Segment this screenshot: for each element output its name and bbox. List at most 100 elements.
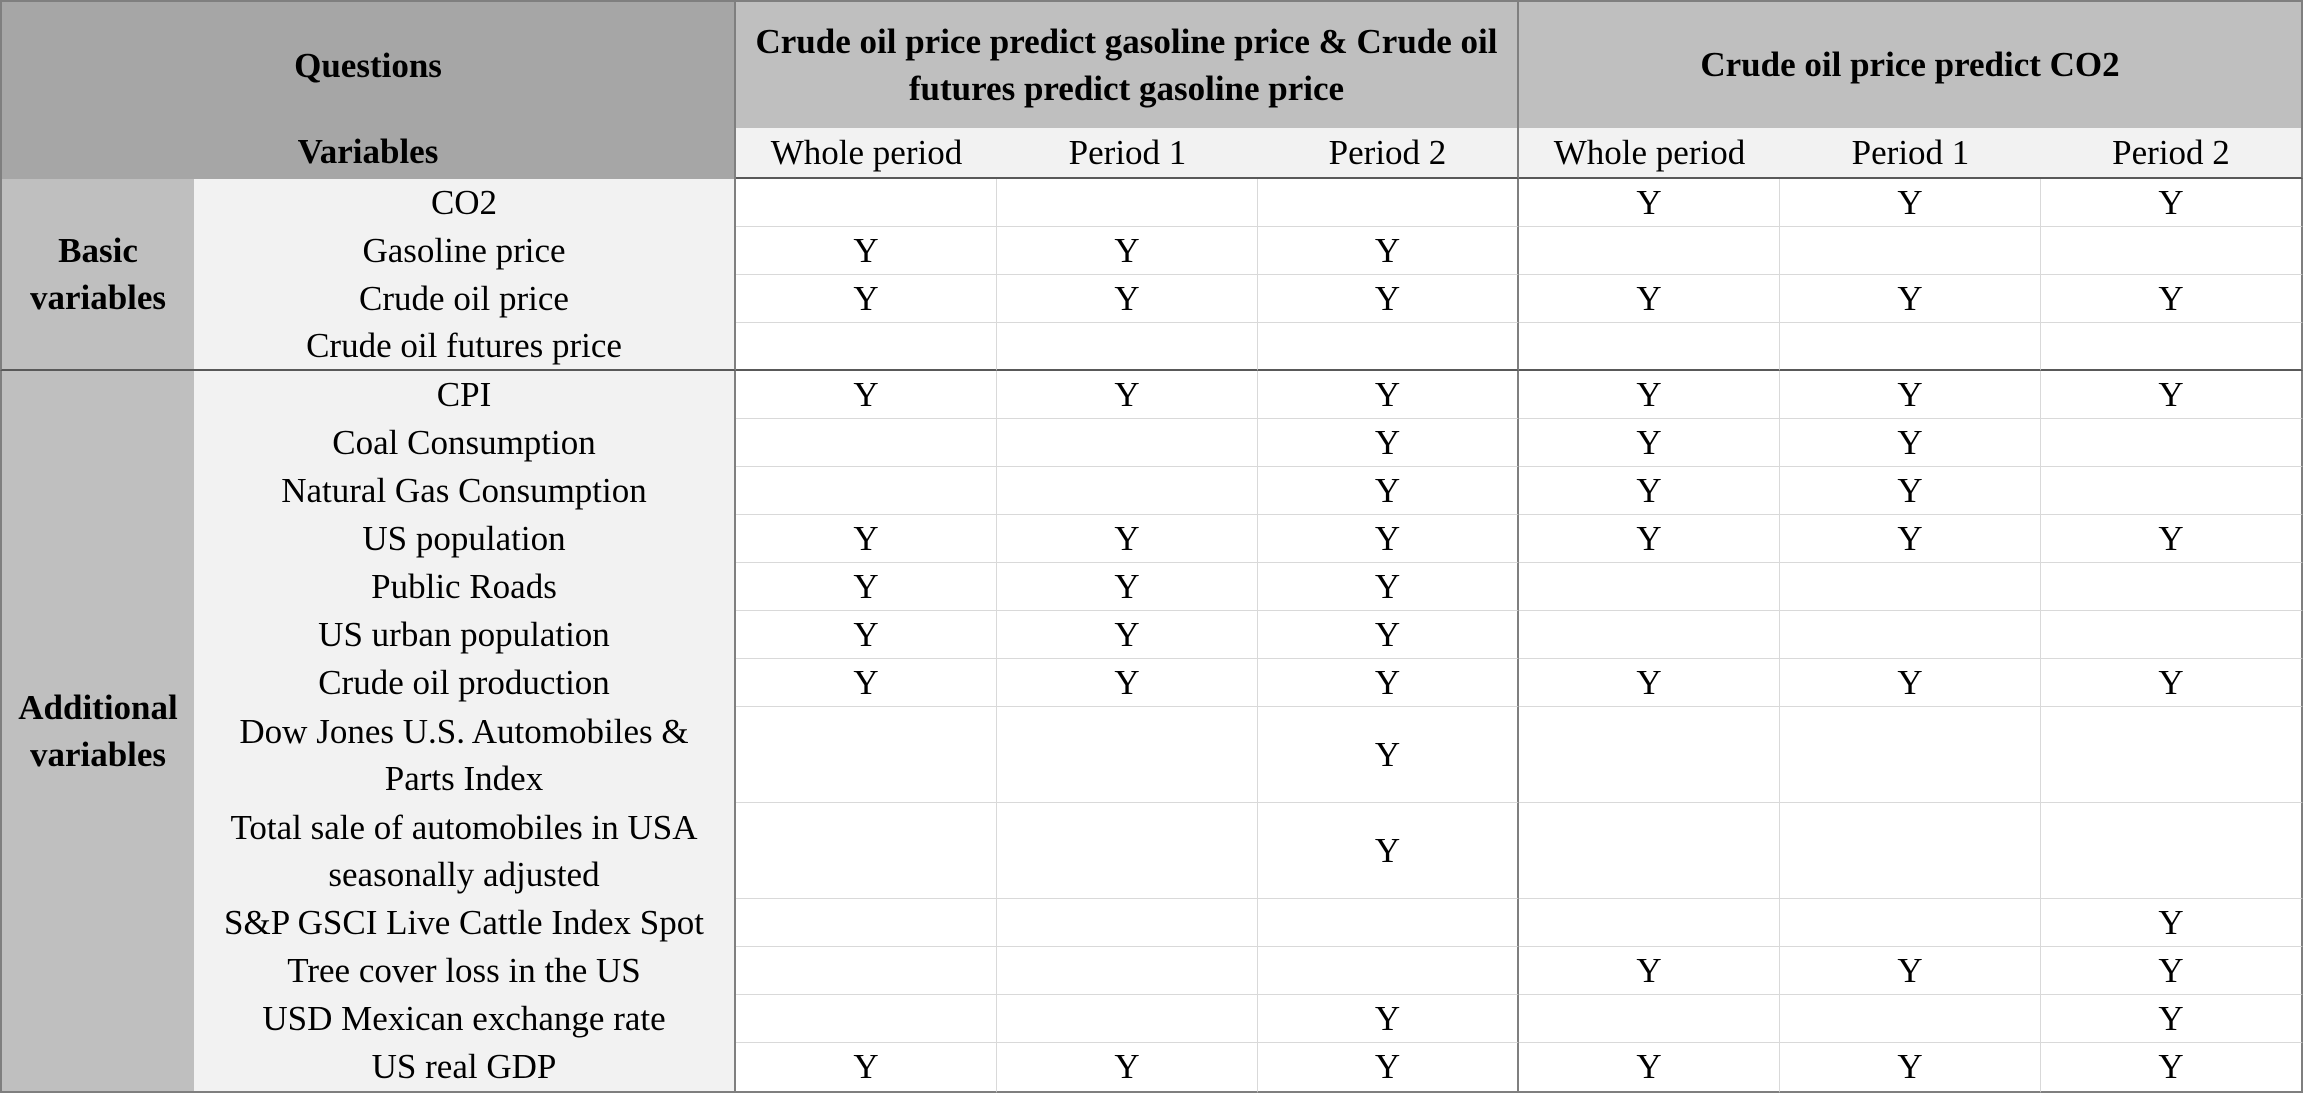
variable-label: CPI [194,371,736,419]
variable-label: Natural Gas Consumption [194,467,736,515]
result-cell: Y [1258,659,1519,707]
variable-label: Total sale of automobiles in USA seasona… [194,803,736,899]
result-cell [736,899,997,947]
result-cell [736,467,997,515]
section-additional-variables: Additional variables [0,371,194,1093]
result-cell [2041,467,2303,515]
result-cell: Y [1780,947,2041,995]
result-cell [2041,563,2303,611]
result-cell [997,707,1258,803]
result-cell: Y [736,275,997,323]
result-cell [1780,707,2041,803]
result-cell: Y [736,659,997,707]
result-cell [736,707,997,803]
result-cell: Y [1519,371,1780,419]
result-cell [1258,947,1519,995]
result-cell [1258,179,1519,227]
result-cell: Y [1780,275,2041,323]
result-cell [1258,323,1519,371]
result-cell [736,995,997,1043]
variable-label: Public Roads [194,563,736,611]
result-cell: Y [1519,1043,1780,1093]
result-cell [2041,227,2303,275]
variable-label: S&P GSCI Live Cattle Index Spot [194,899,736,947]
result-cell: Y [2041,179,2303,227]
result-cell [1258,899,1519,947]
result-cell: Y [1258,371,1519,419]
result-cell: Y [997,515,1258,563]
result-cell: Y [1780,467,2041,515]
result-cell: Y [1258,563,1519,611]
result-cell [2041,707,2303,803]
result-cell: Y [2041,515,2303,563]
section-label: Additional variables [18,687,178,774]
questions-label: Questions [294,46,442,85]
result-cell: Y [1780,1043,2041,1093]
period-header: Whole period [1519,128,1780,179]
result-cell: Y [1258,419,1519,467]
result-cell [2041,419,2303,467]
result-cell [1780,563,2041,611]
group2-header: Crude oil price predict CO2 [1519,0,2303,128]
result-cell: Y [736,515,997,563]
variable-label: USD Mexican exchange rate [194,995,736,1043]
section-label: Basic variables [29,230,167,317]
variable-label: Crude oil futures price [194,323,736,371]
result-cell: Y [1258,467,1519,515]
result-cell [997,467,1258,515]
result-cell: Y [1519,659,1780,707]
result-cell [1780,803,2041,899]
result-cell: Y [1519,947,1780,995]
result-cell: Y [1780,659,2041,707]
result-cell [997,803,1258,899]
result-cell: Y [736,1043,997,1093]
result-cell: Y [2041,659,2303,707]
result-cell [736,323,997,371]
result-cell: Y [736,563,997,611]
result-cell: Y [1780,515,2041,563]
period-header: Period 1 [997,128,1258,179]
variable-label: Crude oil production [194,659,736,707]
variable-label: US real GDP [194,1043,736,1093]
result-cell [1780,227,2041,275]
result-cell: Y [1258,1043,1519,1093]
result-cell [997,947,1258,995]
result-cell [1519,995,1780,1043]
result-cell: Y [2041,275,2303,323]
result-cell [1519,707,1780,803]
variable-label: CO2 [194,179,736,227]
result-cell [1780,323,2041,371]
result-cell [1780,995,2041,1043]
result-cell [1519,227,1780,275]
result-cell: Y [1519,515,1780,563]
result-cell: Y [736,227,997,275]
result-cell: Y [1258,995,1519,1043]
section-basic-variables: Basic variables [0,179,194,371]
result-cell: Y [2041,899,2303,947]
result-cell: Y [1258,275,1519,323]
result-cell: Y [1258,515,1519,563]
result-cell [1519,563,1780,611]
variable-label: Gasoline price [194,227,736,275]
result-cell [1780,611,2041,659]
result-cell [997,899,1258,947]
result-cell: Y [2041,995,2303,1043]
period-header: Period 2 [2041,128,2303,179]
result-cell [1519,899,1780,947]
result-cell: Y [997,371,1258,419]
period-header: Period 1 [1780,128,2041,179]
result-cell: Y [997,227,1258,275]
result-cell [1519,611,1780,659]
result-cell [2041,803,2303,899]
result-cell [997,419,1258,467]
period-header: Whole period [736,128,997,179]
result-cell: Y [1519,419,1780,467]
result-cell [736,947,997,995]
result-cell [2041,611,2303,659]
variable-label: Coal Consumption [194,419,736,467]
period-header: Period 2 [1258,128,1519,179]
result-cell: Y [1780,371,2041,419]
result-cell: Y [2041,371,2303,419]
variable-label: Dow Jones U.S. Automobiles & Parts Index [194,707,736,803]
